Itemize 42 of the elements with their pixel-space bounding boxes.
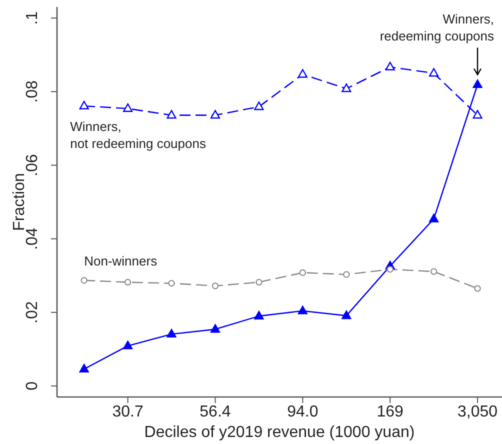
point	[124, 278, 132, 286]
point	[79, 364, 89, 372]
x-tick-label: 30.7	[112, 403, 144, 420]
point	[474, 285, 481, 292]
point	[210, 110, 220, 119]
x-tick-label: 169	[376, 403, 404, 420]
y-tick-label: .02	[24, 301, 41, 324]
point	[386, 266, 394, 273]
x-tick-label: 3,050	[457, 403, 498, 420]
y-tick-label: .08	[24, 80, 41, 103]
point	[254, 310, 264, 320]
point	[256, 278, 262, 286]
point	[299, 269, 306, 276]
point	[123, 340, 133, 350]
point	[472, 110, 482, 119]
point	[385, 62, 395, 70]
point	[429, 214, 439, 222]
y-tick-label: .1	[24, 11, 41, 25]
point	[79, 100, 89, 110]
series-label: Winners, not redeeming coupons	[70, 118, 206, 151]
x-tick-label: 56.4	[200, 403, 231, 420]
point	[342, 83, 352, 92]
point	[254, 102, 264, 110]
point	[168, 280, 175, 287]
point	[123, 103, 133, 112]
point	[429, 68, 439, 77]
point	[166, 110, 176, 119]
point	[210, 324, 220, 333]
y-tick-label: 0	[24, 381, 41, 390]
text: Winners, redeeming coupons	[380, 12, 495, 44]
x-axis-title: Deciles of y2019 revenue (1000 yuan)	[144, 424, 415, 441]
x-tick-label: 94.0	[287, 403, 318, 420]
point	[80, 277, 88, 284]
point	[430, 268, 438, 275]
point	[298, 306, 308, 314]
point	[166, 328, 176, 338]
point	[343, 271, 350, 278]
point	[472, 79, 482, 88]
point	[212, 282, 219, 290]
series-label: Non-winners	[84, 253, 158, 268]
point	[342, 310, 352, 320]
point	[298, 69, 308, 78]
